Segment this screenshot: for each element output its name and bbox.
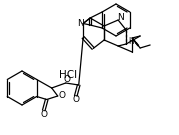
Text: HCl: HCl	[59, 70, 77, 80]
Text: O: O	[72, 95, 79, 104]
Text: O: O	[63, 75, 70, 84]
Text: O: O	[40, 110, 47, 119]
Text: H: H	[128, 38, 134, 46]
Text: N: N	[117, 13, 124, 21]
Text: N: N	[77, 19, 84, 28]
Text: O: O	[58, 92, 65, 100]
